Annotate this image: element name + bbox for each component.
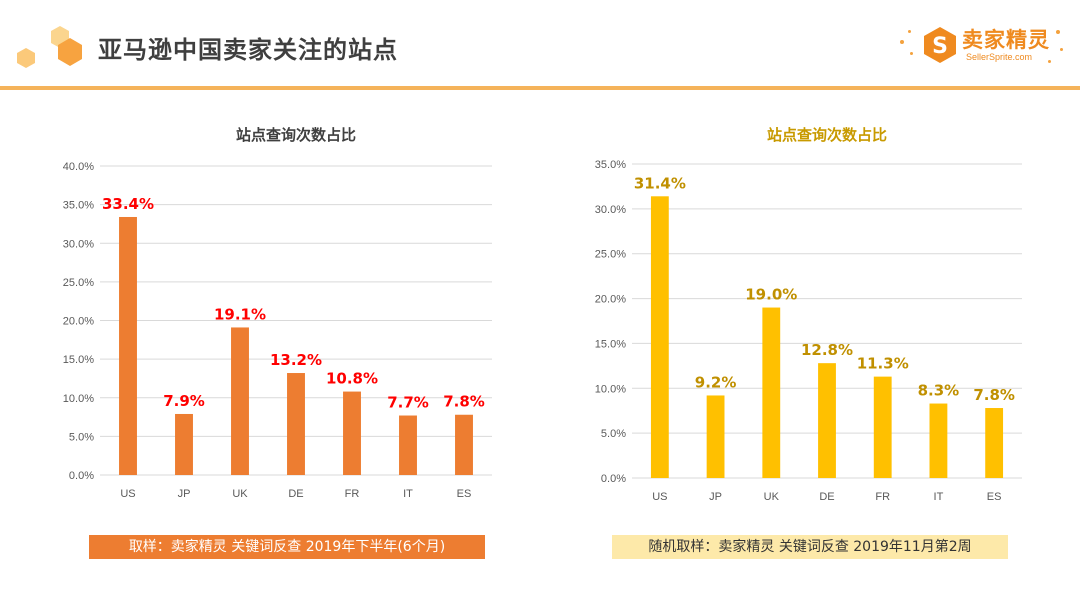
y-tick-label: 35.0%	[63, 200, 94, 212]
y-tick-label: 25.0%	[63, 277, 94, 289]
x-tick-label: US	[120, 488, 135, 500]
bar-it	[399, 415, 417, 475]
x-tick-label: ES	[457, 488, 472, 500]
data-label: 33.4%	[102, 195, 154, 213]
x-tick-label: UK	[764, 491, 780, 503]
y-tick-label: 40.0%	[63, 161, 94, 173]
y-tick-label: 10.0%	[63, 393, 94, 405]
header-divider	[0, 86, 1080, 90]
x-tick-label: FR	[345, 488, 360, 500]
data-label: 7.7%	[387, 394, 429, 412]
sample-note-left: 取样：卖家精灵 关键词反查 2019年下半年(6个月)	[89, 535, 485, 559]
y-tick-label: 5.0%	[69, 431, 94, 443]
y-tick-label: 0.0%	[601, 473, 626, 485]
logo-url: SellerSprite.com	[966, 52, 1033, 62]
bar-us	[650, 196, 669, 478]
hexagon-decoration	[17, 26, 82, 68]
s-hexagon-icon: S	[924, 27, 956, 63]
y-tick-label: 5.0%	[601, 428, 626, 440]
bar-es	[455, 414, 473, 475]
data-label: 9.2%	[695, 373, 737, 391]
data-label: 11.3%	[857, 355, 909, 373]
bar-uk	[762, 307, 781, 478]
x-tick-label: JP	[709, 491, 722, 503]
bar-uk	[231, 327, 249, 475]
y-tick-label: 15.0%	[63, 354, 94, 366]
bar-it	[929, 403, 948, 478]
chart-left: 站点查询次数占比 0.0% 5.0% 10.0% 15.0% 20.0% 25.0% 30.0…	[63, 126, 492, 500]
x-tick-label: IT	[934, 491, 944, 503]
y-tick-label: 20.0%	[63, 316, 94, 328]
x-tick-label: US	[652, 491, 667, 503]
dot-decoration	[1060, 48, 1063, 51]
bar-fr	[873, 376, 892, 478]
data-label: 8.3%	[918, 382, 960, 400]
bar-us	[119, 216, 137, 476]
chart-right: 站点查询次数占比 0.0% 5.0% 10.0% 15.0% 20.0% 25.0% 30.0…	[595, 126, 1022, 503]
x-tick-label: ES	[987, 491, 1002, 503]
bar-fr	[343, 391, 361, 475]
y-tick-label: 0.0%	[69, 470, 94, 482]
dot-decoration	[900, 40, 904, 44]
data-label: 19.1%	[214, 305, 266, 323]
x-tick-label: IT	[403, 488, 413, 500]
bar-es	[985, 408, 1004, 478]
logo: S 卖家精灵 SellerSprite.com	[896, 18, 1066, 70]
data-label: 7.8%	[973, 386, 1015, 404]
dot-decoration	[910, 52, 913, 55]
chart-title: 站点查询次数占比	[767, 126, 887, 144]
svg-text:S: S	[932, 34, 948, 59]
x-tick-label: UK	[232, 488, 248, 500]
bar-de	[818, 363, 836, 478]
data-label: 12.8%	[801, 341, 853, 359]
y-tick-label: 25.0%	[595, 249, 626, 261]
chart-title: 站点查询次数占比	[236, 126, 356, 144]
data-label: 7.9%	[163, 392, 205, 410]
dot-decoration	[908, 30, 911, 33]
y-tick-label: 20.0%	[595, 294, 626, 306]
bar-jp	[706, 395, 725, 478]
y-tick-label: 15.0%	[595, 338, 626, 350]
logo-name: 卖家精灵	[962, 28, 1050, 52]
dot-decoration	[1056, 30, 1060, 34]
x-tick-label: DE	[819, 491, 834, 503]
x-tick-label: JP	[178, 488, 191, 500]
data-label: 31.4%	[634, 174, 686, 192]
bar-de	[287, 373, 305, 475]
y-tick-label: 10.0%	[595, 383, 626, 395]
y-tick-label: 35.0%	[595, 159, 626, 171]
data-label: 19.0%	[745, 286, 797, 304]
x-tick-label: DE	[288, 488, 303, 500]
page-title: 亚马逊中国卖家关注的站点	[98, 36, 398, 64]
sample-note-right: 随机取样：卖家精灵 关键词反查 2019年11月第2周	[612, 535, 1008, 559]
data-label: 10.8%	[326, 370, 378, 388]
data-label: 13.2%	[270, 351, 322, 369]
y-tick-label: 30.0%	[63, 238, 94, 250]
data-label: 7.8%	[443, 393, 485, 411]
dot-decoration	[1048, 60, 1051, 63]
x-tick-label: FR	[875, 491, 890, 503]
y-tick-label: 30.0%	[595, 204, 626, 216]
bar-jp	[175, 413, 193, 475]
